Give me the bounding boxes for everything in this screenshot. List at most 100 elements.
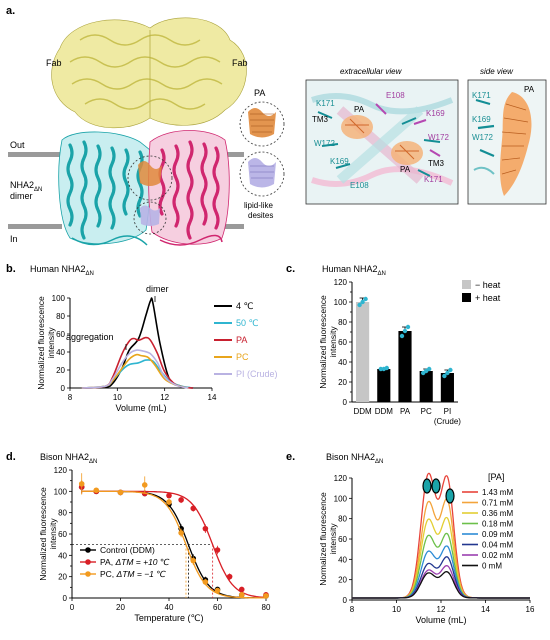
- bar: [440, 373, 454, 402]
- legend-swatch: [462, 280, 471, 289]
- category-label: PC: [421, 407, 432, 416]
- panel-e: e. Bison NHA2ΔN 0 20 40 60 80 100 120 8 10 12 14 16…: [286, 451, 535, 625]
- x-tick-label: 16: [526, 605, 535, 614]
- data-point: [357, 302, 362, 308]
- membrane-in-left: [8, 224, 62, 229]
- legend-label: PA: [236, 335, 247, 345]
- panel-b: b. Human NHA2ΔN 0 20 40 60 80 100 8 10 12 14 Volum…: [6, 263, 278, 413]
- y-tick-label: 20: [338, 576, 347, 585]
- y-tick-label: 80: [58, 509, 67, 518]
- series-line: [81, 349, 189, 389]
- y-axis-label: Normalized fluorescenceintensity: [36, 296, 56, 390]
- pa-site-label: PA: [254, 88, 265, 98]
- legend-label: 1.43 mM: [482, 488, 513, 497]
- y-tick-label: 60: [338, 535, 347, 544]
- panel-b-title: Human NHA2ΔN: [30, 264, 94, 277]
- x-tick-label: 12: [160, 393, 169, 402]
- panel-c-label: c.: [286, 263, 295, 275]
- legend-label: 0.09 mM: [482, 530, 513, 539]
- legend-label: 0.04 mM: [482, 541, 513, 550]
- legend-label: 0.71 mM: [482, 499, 513, 508]
- x-tick-label: 8: [68, 393, 73, 402]
- data-point: [178, 530, 184, 536]
- ext-label-k169-a: K169: [426, 109, 445, 118]
- y-axis-label: Normalized fluorescenceintensity: [38, 487, 58, 581]
- membrane-out-left: [8, 152, 62, 157]
- y-tick-label: 100: [334, 298, 348, 307]
- fab-right-label: Fab: [232, 58, 248, 68]
- side-label-k169: K169: [472, 115, 491, 124]
- y-axis-label: Normalized fluorescenceintensity: [318, 492, 338, 586]
- panel-c-legend: − heat + heat: [462, 280, 501, 303]
- legend-label: Control (DDM): [100, 545, 155, 555]
- ext-label-w172-b: W172: [428, 133, 449, 142]
- y-tick-label: 120: [334, 474, 348, 483]
- panel-e-title: Bison NHA2ΔN: [326, 452, 383, 465]
- legend-swatch-marker: [85, 547, 91, 553]
- x-axis-label: Volume (mL): [115, 403, 166, 413]
- x-tick-label: 0: [70, 603, 75, 612]
- y-tick-label: 80: [338, 515, 347, 524]
- x-axis-label: Volume (mL): [415, 615, 466, 625]
- fab-illustration: [51, 17, 247, 129]
- series-line: [352, 571, 530, 599]
- data-point: [360, 299, 365, 305]
- panel-c-bars: DDM DDM PA PC PI(Crude): [353, 296, 461, 426]
- panel-d-axes: 0 20 40 60 80 100 120 0 20 40 60 80 Temperature (℃) N…: [38, 466, 271, 623]
- y-tick-label: 0: [63, 594, 68, 603]
- x-tick-label: 14: [481, 605, 490, 614]
- legend-label: 0 mM: [482, 562, 502, 571]
- data-point: [442, 373, 447, 379]
- desite-label-line2: desites: [248, 211, 273, 220]
- data-point: [445, 370, 450, 376]
- side-label-k171: K171: [472, 91, 491, 100]
- dimer-icon-right: [431, 478, 441, 494]
- side-label-w172: W172: [472, 133, 493, 142]
- x-tick-label: 20: [116, 603, 125, 612]
- panel-e-oligomer-icons: [422, 478, 455, 504]
- series-line: [81, 353, 189, 389]
- x-tick-label: 10: [392, 605, 401, 614]
- legend-label: PA, ΔTM = +10 ℃: [100, 557, 170, 567]
- protein-dimer-label: dimer: [10, 191, 33, 201]
- panel-d-title: Bison NHA2ΔN: [40, 452, 97, 465]
- pa-lipid-icon: [248, 108, 276, 138]
- legend-label: 4 ℃: [236, 301, 254, 311]
- panel-c: c. Human NHA2ΔN 0 20 40 60 80 100 120 Normalize…: [286, 263, 501, 426]
- data-point: [190, 557, 197, 564]
- legend-label: PC, ΔTM = −1 ℃: [100, 569, 166, 579]
- x-tick-label: 8: [350, 605, 355, 614]
- bar: [398, 331, 412, 402]
- ext-label-w172-a: W172: [314, 139, 335, 148]
- ext-label-pa-a: PA: [354, 105, 365, 114]
- y-tick-label: 80: [338, 318, 347, 327]
- legend-label: − heat: [475, 280, 501, 290]
- panel-e-lines: [352, 472, 530, 599]
- panel-e-label: e.: [286, 451, 295, 463]
- y-tick-label: 0: [343, 596, 348, 605]
- panel-e-legend: [PA] 1.43 mM 0.71 mM0.36 mM 0.18 mM0.09 mM 0…: [462, 472, 513, 571]
- panel-b-axes: 0 20 40 60 80 100 8 10 12 14 Volume (mL) Normalized…: [36, 294, 217, 413]
- ext-label-pa-b: PA: [400, 165, 411, 174]
- y-tick-label: 20: [56, 366, 65, 375]
- x-axis-label: Temperature (℃): [134, 613, 203, 623]
- y-tick-label: 40: [338, 555, 347, 564]
- data-point: [78, 481, 85, 487]
- y-axis-label: Normalized fluorescenceintensity: [318, 295, 338, 389]
- fit-curve: [81, 490, 267, 599]
- legend-label: PC: [236, 352, 249, 362]
- x-tick-label: 14: [208, 393, 217, 402]
- legend-swatch: [462, 293, 471, 302]
- ext-label-tm3-a: TM3: [312, 115, 329, 124]
- data-point: [166, 492, 172, 499]
- extracellular-view-illustration: [311, 93, 454, 187]
- protein-name-label: NHA2ΔN: [10, 180, 42, 193]
- y-tick-label: 60: [58, 530, 67, 539]
- panel-b-dimer-annotation: dimer: [146, 284, 169, 294]
- side-view-title: side view: [480, 67, 514, 76]
- data-point: [190, 505, 197, 512]
- y-tick-label: 120: [334, 278, 348, 287]
- category-sublabel: (Crude): [434, 417, 461, 426]
- data-point: [363, 296, 368, 302]
- data-point: [202, 579, 209, 585]
